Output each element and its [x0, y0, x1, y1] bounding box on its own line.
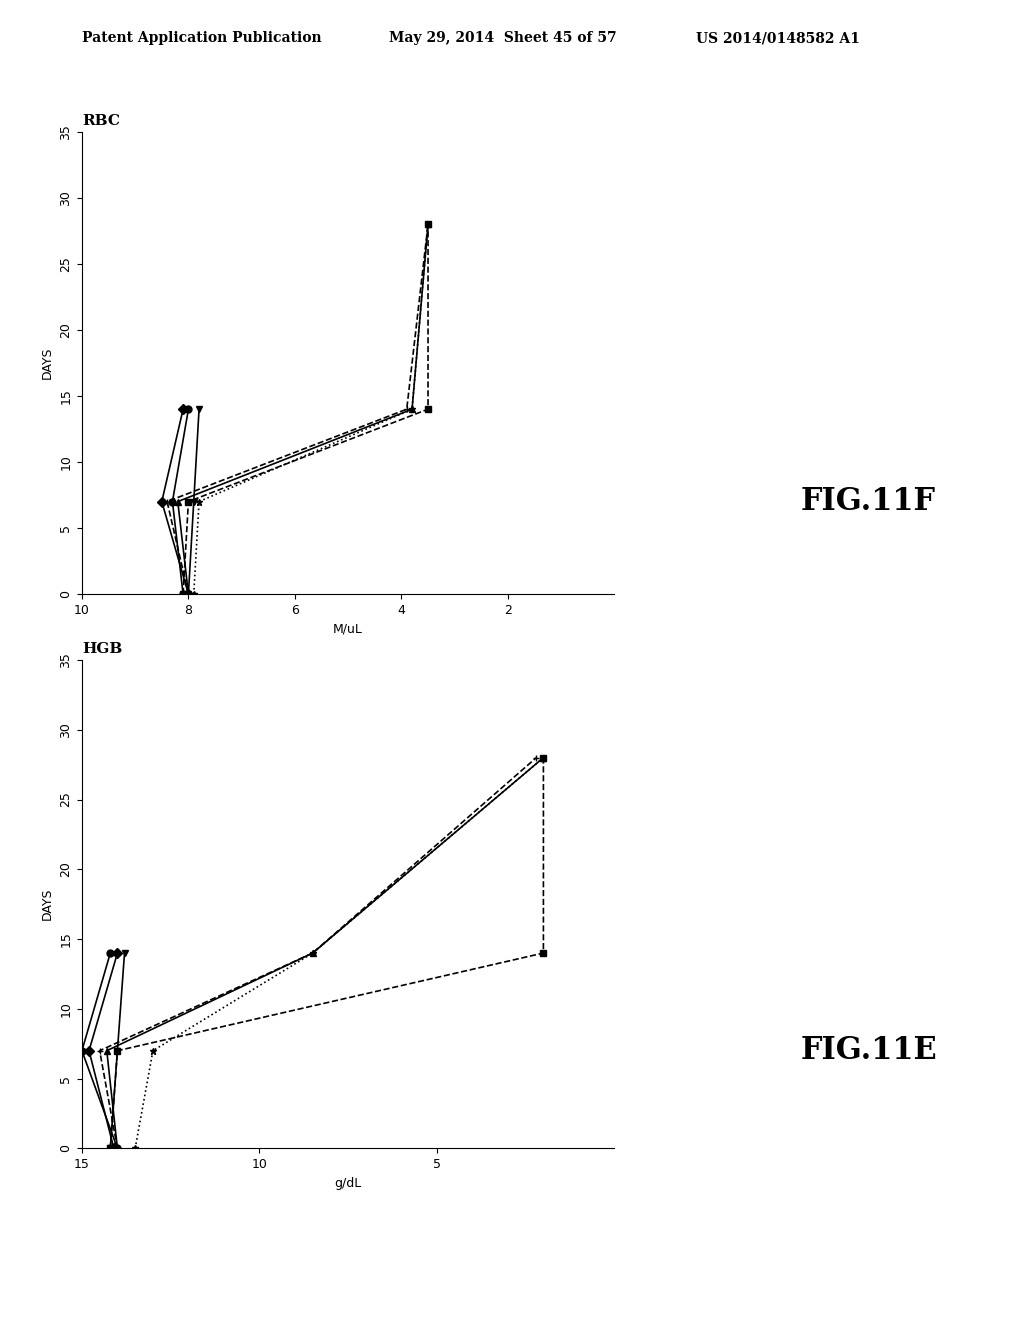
Y-axis label: DAYS: DAYS: [41, 888, 53, 920]
X-axis label: g/dL: g/dL: [335, 1176, 361, 1189]
Text: HGB: HGB: [82, 642, 122, 656]
Text: US 2014/0148582 A1: US 2014/0148582 A1: [696, 32, 860, 45]
X-axis label: M/uL: M/uL: [333, 622, 364, 635]
Text: Patent Application Publication: Patent Application Publication: [82, 32, 322, 45]
Y-axis label: DAYS: DAYS: [41, 347, 53, 379]
Text: FIG.11F: FIG.11F: [801, 486, 936, 517]
Text: FIG.11E: FIG.11E: [801, 1035, 938, 1067]
Text: RBC: RBC: [82, 114, 120, 128]
Text: May 29, 2014  Sheet 45 of 57: May 29, 2014 Sheet 45 of 57: [389, 32, 616, 45]
